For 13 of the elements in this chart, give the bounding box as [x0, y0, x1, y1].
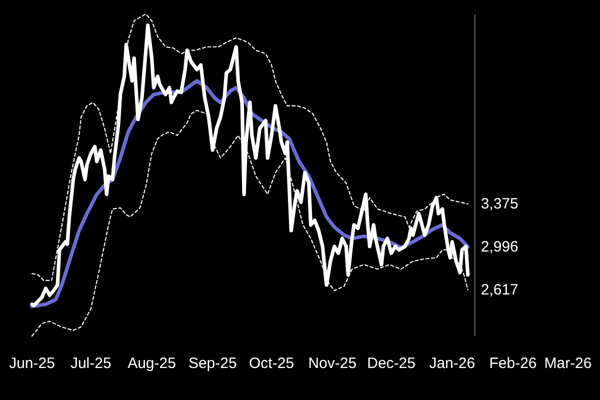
x-tick-label: Oct-25 — [249, 355, 294, 372]
x-tick-label: Sep-25 — [188, 355, 237, 372]
x-tick-label: Jul-25 — [70, 355, 112, 372]
x-tick-label: Jun-25 — [9, 355, 55, 372]
y-tick-label: 2,617 — [480, 281, 518, 298]
x-tick-label: Dec-25 — [367, 355, 416, 372]
x-tick-label: Jan-26 — [429, 355, 476, 372]
x-tick-label: Feb-26 — [489, 355, 537, 372]
y-tick-label: 2,996 — [480, 238, 518, 256]
x-tick-label: Mar-26 — [544, 355, 592, 372]
x-tick-label: Aug-25 — [128, 355, 176, 372]
y-tick-label: 3,375 — [480, 195, 518, 212]
x-tick-label: Nov-25 — [308, 355, 357, 372]
